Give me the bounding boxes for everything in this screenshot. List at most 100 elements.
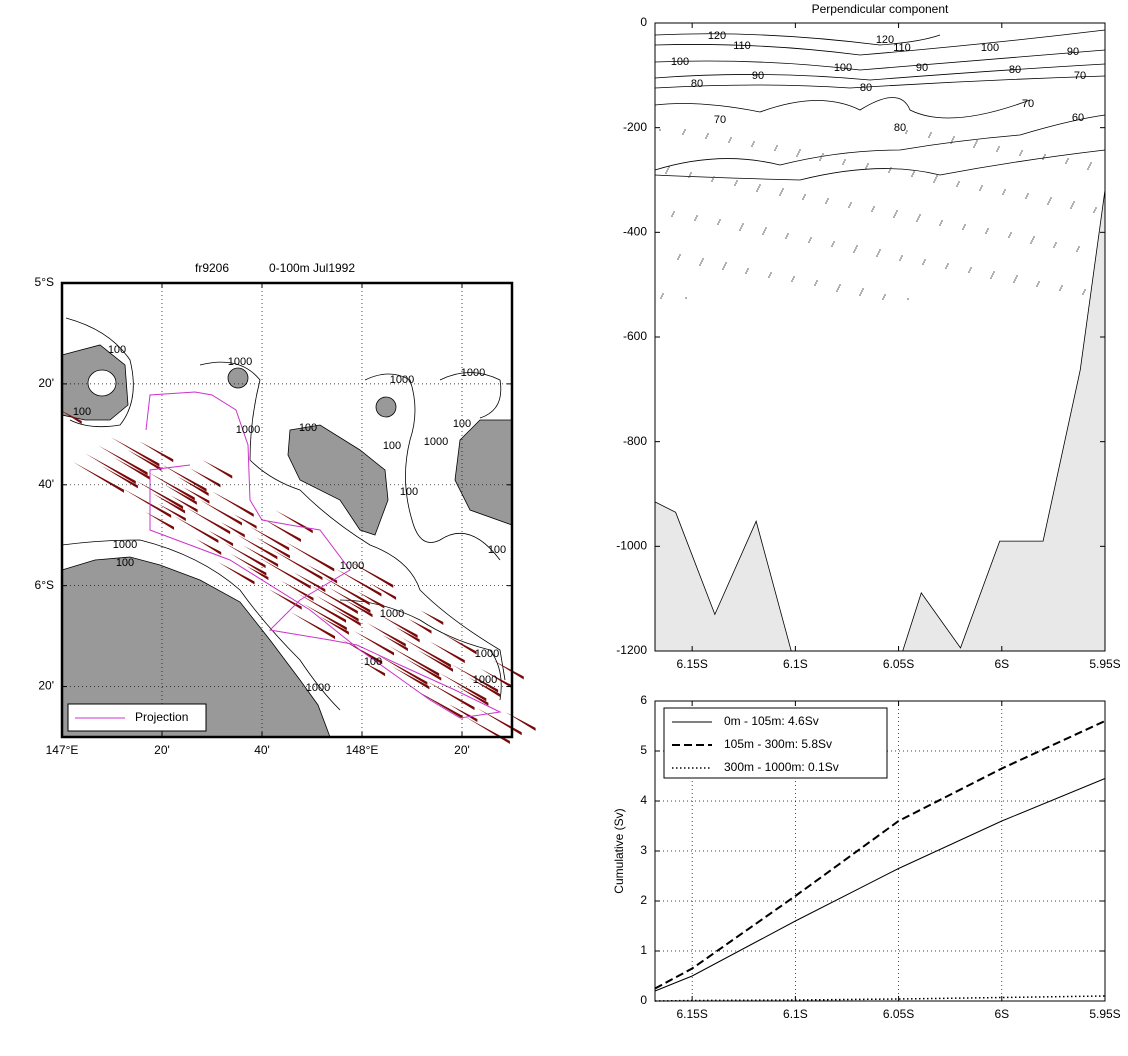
velocity-arrow xyxy=(256,537,290,559)
stipple xyxy=(736,180,738,182)
stipple xyxy=(987,228,989,230)
island xyxy=(375,396,397,418)
velocity-arrow xyxy=(177,476,209,497)
contour-label: 1000 xyxy=(236,424,260,436)
stipple xyxy=(757,188,759,190)
bathymetry xyxy=(654,189,1106,652)
stipple xyxy=(814,284,816,286)
stipple xyxy=(723,266,725,268)
chart-title: Perpendicular component xyxy=(812,2,949,16)
island xyxy=(227,367,249,389)
series-line xyxy=(654,720,1106,990)
velocity-arrow xyxy=(366,622,406,647)
stipple xyxy=(1008,236,1010,238)
stipple xyxy=(838,286,840,288)
stipple xyxy=(953,136,955,138)
contour-label: 120 xyxy=(708,30,726,42)
stipple xyxy=(854,249,856,251)
velocity-arrow xyxy=(259,557,311,589)
stipple xyxy=(728,141,730,143)
stipple xyxy=(1066,160,1068,162)
contour-label: 100 xyxy=(364,656,382,668)
x-tick-label: 40' xyxy=(254,743,270,757)
velocity-arrow xyxy=(212,491,254,517)
stipple xyxy=(683,131,685,133)
stipple xyxy=(1050,197,1052,199)
stipple xyxy=(1084,289,1086,291)
contour-label: 80 xyxy=(1009,64,1021,76)
stipple xyxy=(1013,281,1015,283)
stipple xyxy=(947,263,949,265)
stipple xyxy=(666,170,668,172)
y-tick-label: 6°S xyxy=(35,578,54,592)
stipple xyxy=(785,237,787,239)
y-tick-label: 0 xyxy=(640,15,647,29)
contour xyxy=(654,149,1106,181)
stipple xyxy=(832,243,834,245)
y-tick-label: -400 xyxy=(623,225,647,239)
stipple xyxy=(792,278,794,280)
stipple xyxy=(722,268,724,270)
stipple xyxy=(822,153,824,155)
contour-label: 1000 xyxy=(228,356,252,368)
velocity-arrow xyxy=(114,457,150,480)
velocity-arrow xyxy=(379,614,418,639)
velocity-arrow xyxy=(290,612,336,640)
series-line xyxy=(654,778,1106,992)
stipple xyxy=(862,288,864,290)
stipple xyxy=(1020,152,1022,154)
stipple xyxy=(671,215,673,217)
stipple xyxy=(796,155,798,157)
stipple xyxy=(1014,279,1016,281)
velocity-arrow xyxy=(72,461,124,493)
stipple xyxy=(668,166,670,168)
stipple xyxy=(1021,150,1023,152)
stipple xyxy=(1095,207,1097,209)
stipple xyxy=(752,143,754,145)
stipple xyxy=(713,176,715,178)
stipple xyxy=(889,169,891,171)
velocity-arrow xyxy=(199,499,242,526)
velocity-arrow xyxy=(98,445,148,476)
velocity-arrow xyxy=(246,566,269,581)
velocity-arrow xyxy=(404,658,442,681)
stipple xyxy=(747,268,749,270)
legend-label: 300m - 1000m: 0.1Sv xyxy=(724,760,839,774)
contour xyxy=(654,49,1106,71)
stipple xyxy=(895,212,897,214)
velocity-arrow xyxy=(110,437,160,467)
stipple xyxy=(679,254,681,256)
velocity-arrow xyxy=(148,472,195,501)
contour xyxy=(439,372,502,419)
plot-frame xyxy=(60,281,514,739)
stipple xyxy=(804,194,806,196)
stipple xyxy=(1015,277,1017,279)
contour-label: 110 xyxy=(733,40,751,52)
stipple xyxy=(946,265,948,267)
stipple xyxy=(936,175,938,177)
stipple xyxy=(973,146,975,148)
velocity-arrow xyxy=(268,589,302,610)
stipple xyxy=(734,184,736,186)
velocity-arrow xyxy=(164,484,197,505)
stipple xyxy=(939,224,941,226)
stipple xyxy=(770,272,772,274)
stipple xyxy=(974,144,976,146)
contour-label: 70 xyxy=(1074,70,1086,82)
stipple xyxy=(853,251,855,253)
stipple xyxy=(970,267,972,269)
stipple xyxy=(1037,283,1039,285)
y-tick-label: -1000 xyxy=(616,539,647,553)
stipple xyxy=(694,219,696,221)
x-tick-label: 6.15S xyxy=(676,1007,707,1021)
stipple xyxy=(678,256,680,258)
velocity-arrow xyxy=(455,685,489,706)
stipple xyxy=(739,229,741,231)
stipple xyxy=(1060,287,1062,289)
stipple xyxy=(706,135,708,137)
stipple xyxy=(809,239,811,241)
stipple xyxy=(842,163,844,165)
x-tick-label: 5.95S xyxy=(1089,1007,1120,1021)
stipple xyxy=(998,146,1000,148)
velocity-arrow xyxy=(297,593,347,623)
